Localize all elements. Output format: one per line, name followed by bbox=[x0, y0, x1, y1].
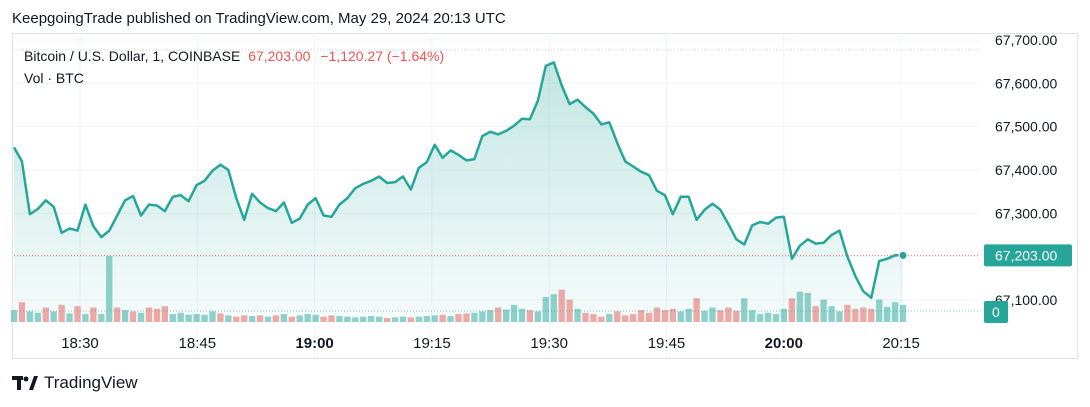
x-tick-label: 19:30 bbox=[530, 335, 568, 352]
symbol-name: Bitcoin / U.S. Dollar, 1, COINBASE bbox=[24, 48, 241, 64]
volume-badge-label: 0 bbox=[992, 304, 1000, 320]
last-price-badge-label: 67,203.00 bbox=[995, 247, 1057, 263]
y-tick-label: 67,600.00 bbox=[995, 75, 1057, 91]
chart-frame bbox=[12, 33, 1078, 359]
x-tick-label: 19:15 bbox=[413, 335, 451, 352]
price-line bbox=[12, 61, 903, 300]
price-change: −1,120.27 (−1.64%) bbox=[320, 48, 445, 64]
x-tick-label: 19:45 bbox=[648, 335, 686, 352]
last-price-badge bbox=[984, 244, 1072, 267]
volume-badge bbox=[984, 301, 1008, 323]
brand-label: TradingView bbox=[44, 373, 138, 392]
tradingview-brand[interactable]: TradingView bbox=[12, 373, 138, 393]
price-area bbox=[14, 62, 903, 323]
x-tick-label: 18:30 bbox=[61, 335, 99, 352]
x-tick-label: 19:00 bbox=[295, 335, 333, 352]
tradingview-logo-icon bbox=[12, 376, 38, 390]
x-tick-label: 20:15 bbox=[882, 335, 920, 352]
y-tick-label: 67,700.00 bbox=[995, 32, 1057, 48]
published-caption: KeepgoingTrade published on TradingView.… bbox=[12, 10, 506, 27]
last-price: 67,203.00 bbox=[248, 48, 311, 64]
y-tick-label: 67,500.00 bbox=[995, 119, 1057, 135]
x-tick-label: 18:45 bbox=[179, 335, 217, 352]
x-tick-label: 20:00 bbox=[765, 335, 803, 352]
symbol-legend: Bitcoin / U.S. Dollar, 1, COINBASE 67,20… bbox=[24, 48, 444, 64]
last-price-dot bbox=[898, 250, 908, 260]
volume-legend: Vol · BTC bbox=[24, 70, 84, 86]
y-tick-label: 67,400.00 bbox=[995, 162, 1057, 178]
y-tick-label: 67,300.00 bbox=[995, 205, 1057, 221]
y-tick-label: 67,100.00 bbox=[995, 292, 1057, 308]
